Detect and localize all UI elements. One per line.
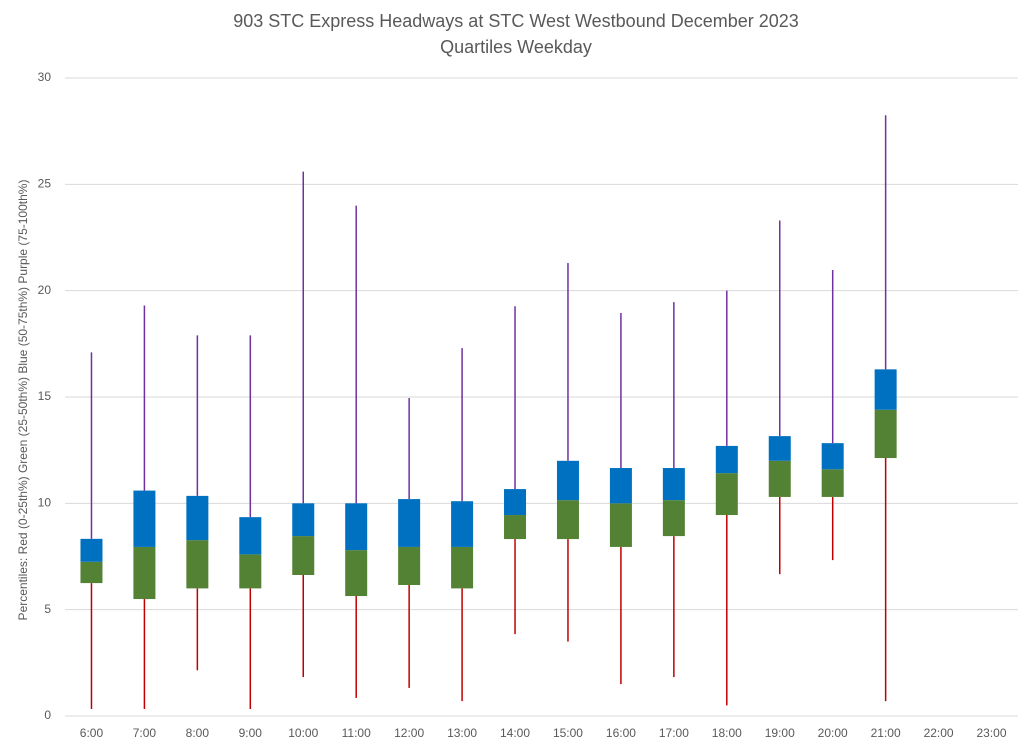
lower-box [609,503,632,547]
x-tick-label: 10:00 [288,726,318,740]
y-tick-label: 30 [38,70,52,84]
x-tick-label: 23:00 [977,726,1007,740]
lower-box [80,561,103,584]
x-tick-label: 16:00 [606,726,636,740]
upper-box [504,489,527,516]
y-tick-label: 20 [38,283,52,297]
upper-box [345,503,368,551]
upper-box [133,490,156,547]
upper-box [451,501,474,547]
y-tick-label: 15 [38,389,52,403]
x-tick-label: 7:00 [133,726,157,740]
upper-box [715,445,738,474]
lower-box [239,554,262,589]
upper-box [186,495,209,541]
lower-box [874,409,897,459]
upper-box [662,468,685,501]
x-tick-label: 19:00 [765,726,795,740]
y-tick-label: 25 [38,177,52,191]
upper-box [80,538,103,562]
lower-box [451,546,474,589]
upper-box [609,468,632,504]
lower-box [133,546,156,600]
lower-box [556,500,579,540]
lower-box [345,550,368,597]
upper-box [821,443,844,470]
x-tick-label: 6:00 [80,726,104,740]
x-tick-label: 22:00 [924,726,954,740]
y-tick-label: 5 [44,602,51,616]
x-tick-label: 15:00 [553,726,583,740]
lower-box [715,473,738,516]
lower-box [292,536,315,576]
x-tick-label: 8:00 [186,726,210,740]
upper-box [398,499,421,547]
upper-box [874,369,897,410]
y-axis-label: Percentiles: Red (0-25th%) Green (25-50t… [16,180,30,621]
lower-box [768,460,791,497]
lower-box [398,546,421,585]
upper-box [239,517,262,555]
x-tick-label: 18:00 [712,726,742,740]
x-tick-label: 17:00 [659,726,689,740]
upper-box [556,460,579,501]
y-tick-label: 0 [44,708,51,722]
lower-box [504,515,527,540]
x-tick-label: 11:00 [342,726,371,740]
x-tick-label: 14:00 [500,726,530,740]
x-tick-label: 12:00 [394,726,424,740]
lower-box [821,469,844,497]
lower-box [662,500,685,537]
x-tick-label: 9:00 [239,726,263,740]
y-tick-label: 10 [38,496,52,510]
chart-subtitle: Quartiles Weekday [440,37,592,57]
upper-box [768,436,791,461]
x-tick-label: 21:00 [871,726,901,740]
lower-box [186,540,209,589]
x-tick-label: 20:00 [818,726,848,740]
x-tick-label: 13:00 [447,726,477,740]
upper-box [292,503,315,537]
chart-title: 903 STC Express Headways at STC West Wes… [233,11,799,31]
